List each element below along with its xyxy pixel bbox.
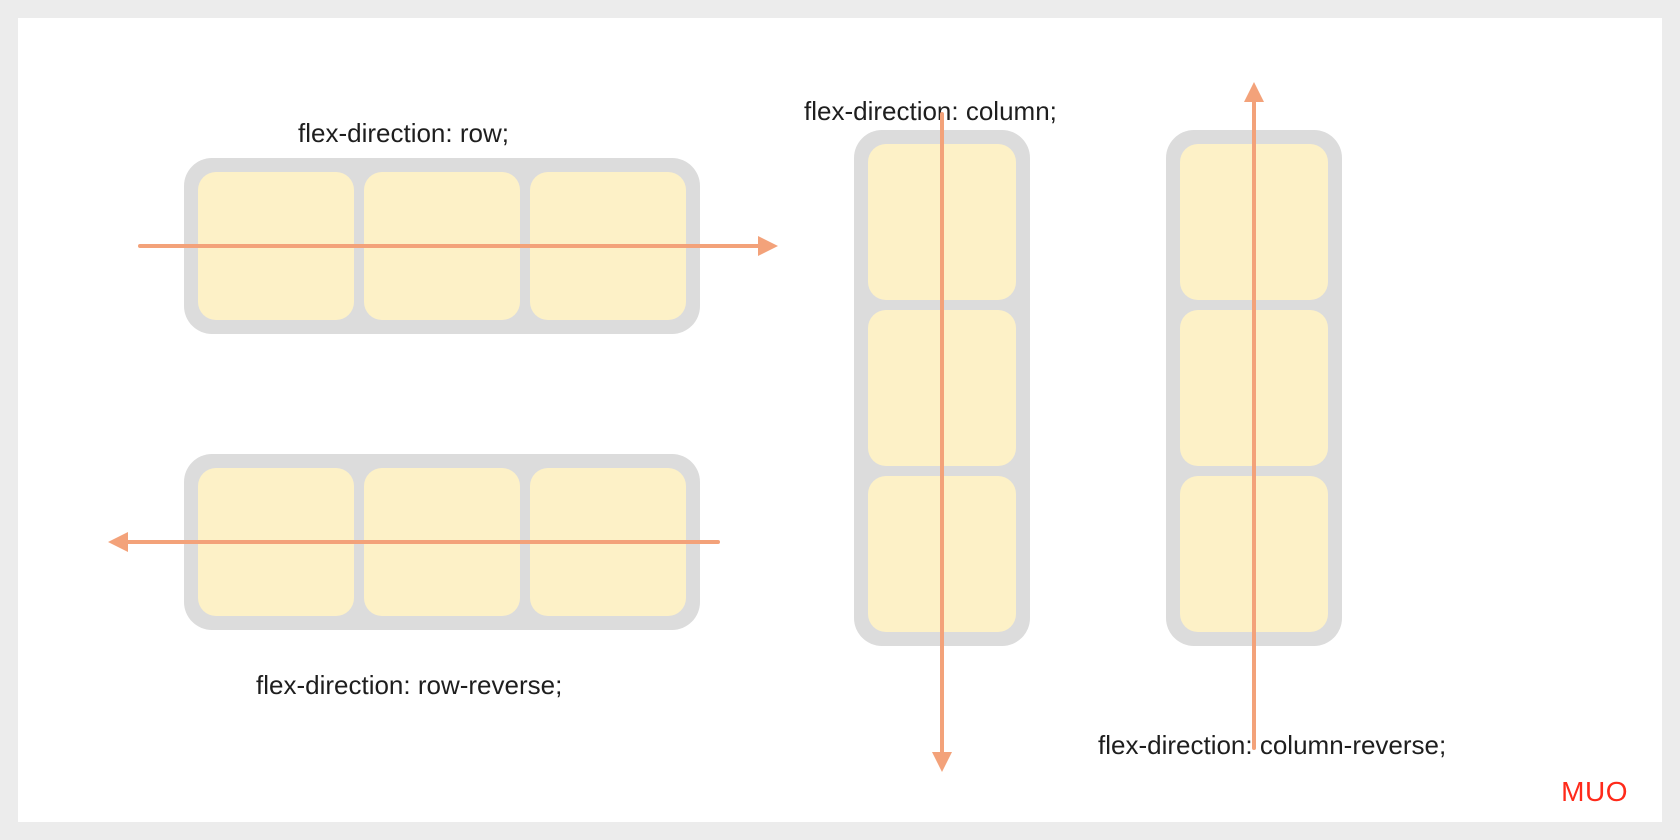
- flex-item: [868, 144, 1016, 300]
- page-background: flex-direction: row; flex-direction: row…: [0, 0, 1680, 840]
- flex-item: [364, 468, 520, 616]
- label-flex-column: flex-direction: column;: [804, 96, 1057, 127]
- diagram-canvas: flex-direction: row; flex-direction: row…: [18, 18, 1662, 822]
- flex-item: [868, 476, 1016, 632]
- flex-item: [364, 172, 520, 320]
- label-flex-column-reverse: flex-direction: column-reverse;: [1098, 730, 1446, 761]
- container-flex-row-reverse: [184, 454, 700, 630]
- flex-item: [198, 172, 354, 320]
- flex-item: [868, 310, 1016, 466]
- label-flex-row-reverse: flex-direction: row-reverse;: [256, 670, 562, 701]
- flex-item: [198, 468, 354, 616]
- container-flex-column-reverse: [1166, 130, 1342, 646]
- label-flex-row: flex-direction: row;: [298, 118, 509, 149]
- watermark-muo: MUO: [1561, 776, 1628, 808]
- flex-item: [530, 468, 686, 616]
- flex-item: [1180, 310, 1328, 466]
- flex-item: [530, 172, 686, 320]
- flex-item: [1180, 144, 1328, 300]
- container-flex-row: [184, 158, 700, 334]
- container-flex-column: [854, 130, 1030, 646]
- flex-item: [1180, 476, 1328, 632]
